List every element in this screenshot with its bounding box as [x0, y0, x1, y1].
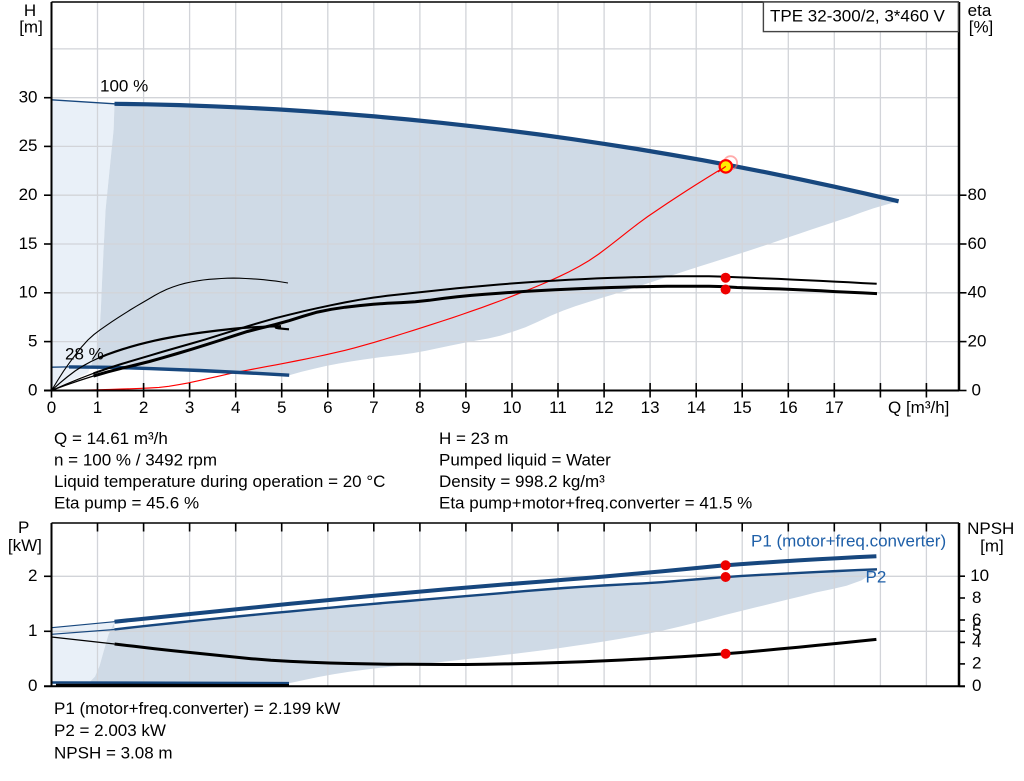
svg-text:[m]: [m] — [19, 18, 43, 37]
svg-text:TPE 32-300/2, 3*460 V: TPE 32-300/2, 3*460 V — [770, 7, 946, 26]
svg-text:10: 10 — [970, 566, 989, 585]
svg-text:7: 7 — [369, 398, 378, 417]
svg-text:1: 1 — [28, 621, 37, 640]
svg-text:6: 6 — [972, 610, 981, 629]
svg-text:0: 0 — [28, 676, 37, 695]
svg-text:3: 3 — [185, 398, 194, 417]
svg-text:11: 11 — [549, 398, 567, 417]
svg-text:6: 6 — [323, 398, 332, 417]
svg-text:20: 20 — [968, 331, 987, 350]
svg-text:9: 9 — [461, 398, 470, 417]
svg-text:30: 30 — [19, 88, 38, 107]
svg-text:0: 0 — [972, 676, 981, 695]
svg-text:0: 0 — [972, 380, 981, 399]
svg-text:Q = 14.61 m³/h: Q = 14.61 m³/h — [54, 429, 168, 448]
svg-text:10: 10 — [19, 283, 38, 302]
svg-text:Liquid temperature during oper: Liquid temperature during operation = 20… — [54, 472, 385, 491]
svg-text:P2: P2 — [866, 568, 887, 587]
svg-text:5: 5 — [277, 398, 286, 417]
svg-text:10: 10 — [503, 398, 522, 417]
svg-text:14: 14 — [687, 398, 706, 417]
svg-text:60: 60 — [968, 234, 987, 253]
svg-text:4: 4 — [972, 632, 981, 651]
svg-text:H: H — [24, 1, 36, 20]
svg-text:80: 80 — [968, 185, 987, 204]
svg-text:8: 8 — [415, 398, 424, 417]
svg-text:13: 13 — [641, 398, 660, 417]
svg-text:0: 0 — [28, 380, 37, 399]
svg-text:1: 1 — [93, 398, 102, 417]
svg-text:0: 0 — [47, 398, 56, 417]
svg-text:eta: eta — [968, 1, 992, 20]
svg-text:15: 15 — [733, 398, 752, 417]
svg-text:16: 16 — [779, 398, 798, 417]
svg-text:[%]: [%] — [969, 18, 994, 37]
svg-text:P2 = 2.003 kW: P2 = 2.003 kW — [54, 721, 166, 740]
svg-text:15: 15 — [19, 234, 38, 253]
svg-text:2: 2 — [972, 654, 981, 673]
svg-text:40: 40 — [968, 283, 987, 302]
svg-text:Pumped liquid = Water: Pumped liquid = Water — [439, 451, 611, 470]
svg-text:NPSH: NPSH — [967, 519, 1014, 538]
svg-text:Q [m³/h]: Q [m³/h] — [888, 398, 949, 417]
svg-text:Density = 998.2 kg/m³: Density = 998.2 kg/m³ — [439, 472, 605, 491]
svg-text:5: 5 — [28, 331, 37, 350]
svg-text:100 %: 100 % — [100, 77, 148, 96]
svg-text:Eta pump = 45.6 %: Eta pump = 45.6 % — [54, 494, 199, 513]
svg-text:17: 17 — [825, 398, 844, 417]
svg-text:n = 100 % / 3492 rpm: n = 100 % / 3492 rpm — [54, 451, 217, 470]
svg-text:8: 8 — [972, 588, 981, 607]
svg-text:Eta pump+motor+freq.converter: Eta pump+motor+freq.converter = 41.5 % — [439, 494, 752, 513]
svg-text:[kW]: [kW] — [8, 536, 42, 555]
svg-text:NPSH = 3.08 m: NPSH = 3.08 m — [54, 744, 173, 763]
svg-text:25: 25 — [19, 136, 38, 155]
svg-text:12: 12 — [595, 398, 614, 417]
svg-text:2: 2 — [139, 398, 148, 417]
svg-text:P1 (motor+freq.converter) = 2.: P1 (motor+freq.converter) = 2.199 kW — [54, 699, 340, 718]
svg-text:5: 5 — [972, 621, 981, 640]
svg-text:28 %: 28 % — [65, 344, 104, 363]
svg-text:P1 (motor+freq.converter): P1 (motor+freq.converter) — [751, 532, 946, 551]
svg-text:H = 23 m: H = 23 m — [439, 429, 508, 448]
svg-text:[m]: [m] — [980, 537, 1004, 556]
svg-text:P: P — [18, 518, 29, 537]
svg-text:2: 2 — [28, 566, 37, 585]
svg-text:4: 4 — [231, 398, 240, 417]
svg-text:20: 20 — [19, 185, 38, 204]
